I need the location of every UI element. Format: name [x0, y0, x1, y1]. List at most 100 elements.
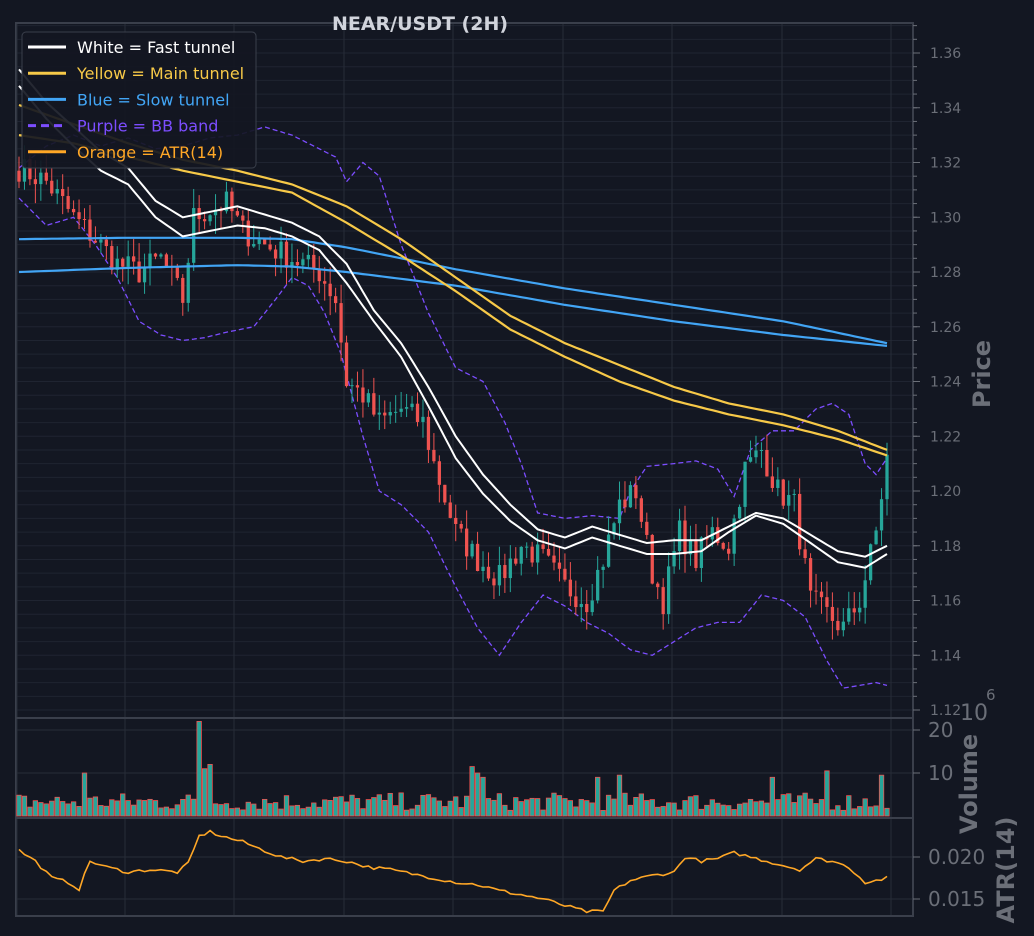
volume-bar [141, 800, 148, 817]
volume-bar [513, 797, 519, 817]
volume-bar [665, 802, 672, 817]
legend-label: Purple = BB band [77, 117, 218, 136]
fast-tunnel-line [18, 68, 888, 558]
volume-bar [687, 796, 694, 817]
candle-body [295, 261, 300, 266]
candle-body [666, 566, 671, 615]
candle-body [257, 239, 261, 244]
volume-bar [289, 805, 295, 817]
volume-bar [305, 806, 311, 817]
volume-bar [567, 800, 574, 817]
candle-body [623, 499, 627, 508]
volume-bar [147, 798, 153, 817]
volume-bar [152, 800, 159, 817]
candle-body [350, 385, 354, 387]
candle-body [388, 412, 392, 416]
volume-bar [780, 794, 786, 817]
price-tick-label: 1.12 [930, 703, 961, 719]
volume-scale-base: 10 [960, 701, 988, 726]
volume-bar [251, 803, 257, 817]
candle-body [339, 303, 343, 343]
volume-bar [835, 805, 841, 817]
volume-bar [338, 796, 344, 817]
volume-bar [731, 809, 737, 817]
candle-body [585, 603, 589, 613]
volume-bar [474, 772, 481, 817]
candle-body [66, 196, 70, 209]
volume-bar [191, 798, 197, 817]
candle-body [497, 565, 502, 586]
candle-body [519, 546, 523, 564]
volume-bar [627, 804, 634, 817]
volume-bar [38, 802, 44, 817]
candle-body [650, 534, 654, 584]
candle-body [830, 606, 835, 621]
candle-body [50, 180, 54, 194]
volume-bar [704, 804, 710, 817]
volume-bar [682, 800, 688, 817]
candle-body [22, 159, 27, 182]
volume-bar [862, 798, 868, 817]
volume-bar [371, 797, 377, 817]
candle-body [328, 283, 332, 297]
volume-bar [354, 798, 361, 817]
volume-bar [196, 721, 202, 817]
candle-body [273, 249, 278, 259]
volume-bar [272, 802, 279, 817]
volume-bar [332, 796, 339, 817]
candle-body [437, 461, 441, 485]
candle-body [377, 412, 381, 415]
candle-body [808, 558, 813, 591]
volume-bar [16, 794, 22, 817]
volume-bar [218, 804, 224, 817]
candle-body [142, 268, 147, 283]
candle-body [279, 241, 283, 259]
volume-bar [278, 808, 284, 817]
volume-bar [240, 809, 246, 817]
candle-body [836, 620, 840, 631]
volume-bar [136, 799, 142, 817]
candle-body [677, 520, 682, 552]
volume-bar [638, 793, 644, 817]
volume-bar [316, 806, 322, 817]
price-tick-label: 1.24 [930, 375, 961, 391]
slow-tunnel-line [18, 264, 888, 347]
volume-bar [114, 800, 120, 817]
candle-body [323, 281, 327, 284]
volume-bar [824, 770, 830, 817]
volume-bar [551, 792, 557, 817]
candle-body [246, 220, 250, 247]
price-axis-label: Price [968, 340, 996, 408]
slow-tunnel-line [18, 236, 888, 345]
volume-bar [715, 802, 721, 817]
volume-bar [234, 807, 241, 817]
legend-label: White = Fast tunnel [77, 38, 235, 57]
volume-bar [485, 798, 492, 817]
candle-body [28, 159, 32, 180]
candle-body [612, 523, 616, 535]
volume-bar [676, 809, 683, 817]
volume-bar [403, 809, 410, 817]
volume-bar [382, 799, 388, 817]
volume-bar [616, 774, 623, 817]
candle-body [787, 494, 791, 506]
volume-bar [786, 793, 792, 817]
atr-line [18, 829, 888, 914]
volume-bar [524, 799, 530, 817]
candle-body [732, 518, 736, 554]
candle-body [863, 580, 867, 608]
candle-body [230, 191, 234, 212]
candle-body [104, 239, 108, 247]
candle-body [263, 239, 267, 245]
volume-bar [758, 800, 765, 817]
volume-bar [81, 772, 88, 817]
candle-body [432, 449, 436, 462]
volume-bar [425, 794, 432, 817]
volume-bar [660, 806, 666, 817]
candle-body [535, 544, 540, 563]
candle-body [110, 246, 114, 270]
volume-bar [376, 794, 382, 817]
candle-body [579, 603, 583, 608]
volume-bar [300, 808, 306, 817]
candle-body [596, 569, 600, 601]
